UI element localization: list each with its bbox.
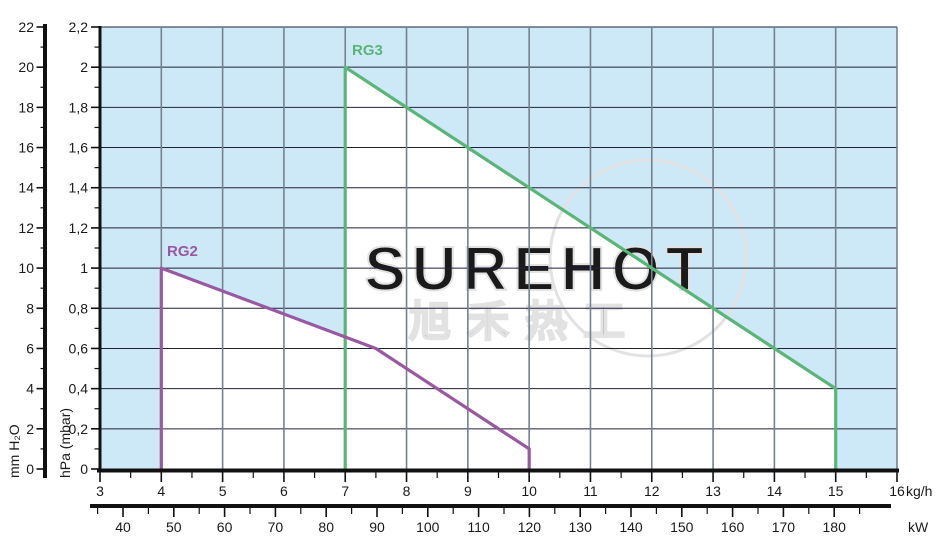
kgh-tick-label: 6 (280, 483, 288, 499)
kgh-tick-label: 10 (521, 483, 537, 499)
y-axis-mm-ticks: 0 2 4 6 8 10 12 14 16 18 20 22 (18, 19, 44, 477)
mm-tick-label: 20 (18, 59, 34, 75)
mm-tick-label: 4 (26, 381, 34, 397)
kgh-tick-label: 9 (464, 483, 472, 499)
y-axis-hpa-ticks: 0 0,2 0,4 0,6 0,8 1 1,2 1,4 1,6 1,8 2 2,2 (69, 19, 99, 477)
hpa-tick-label: 1,2 (69, 220, 89, 236)
axes (43, 24, 899, 508)
watermark-circle (548, 158, 748, 358)
kgh-tick-label: 3 (96, 483, 104, 499)
kgh-tick-label: 7 (341, 483, 349, 499)
mm-tick-label: 14 (18, 180, 34, 196)
mm-tick-label: 8 (26, 300, 34, 316)
kw-tick-label: 90 (369, 519, 385, 535)
mm-tick-label: 10 (18, 260, 34, 276)
kw-tick-label: 80 (318, 519, 334, 535)
kgh-tick-label: 15 (828, 483, 844, 499)
mm-tick-label: 2 (26, 421, 34, 437)
kgh-tick-label: 16 (889, 483, 905, 499)
hpa-tick-label: 0,8 (69, 300, 89, 316)
mm-tick-label: 0 (26, 461, 34, 477)
hpa-tick-label: 0,2 (69, 421, 89, 437)
kw-tick-label: 100 (416, 519, 440, 535)
watermark-brand-text: SUREHOT (364, 235, 709, 304)
hpa-tick-label: 1,4 (69, 180, 89, 196)
hpa-tick-label: 1,6 (69, 140, 89, 156)
kw-tick-label: 50 (166, 519, 182, 535)
kgh-tick-label: 4 (157, 483, 165, 499)
hpa-tick-label: 1,8 (69, 99, 89, 115)
hpa-tick-label: 2,2 (69, 19, 89, 35)
kw-tick-label: 40 (115, 519, 131, 535)
watermark-cn-text: 旭禾热工 (409, 298, 641, 345)
kw-tick-label: 180 (823, 519, 847, 535)
mm-tick-label: 22 (18, 19, 34, 35)
hpa-tick-label: 0,4 (69, 381, 89, 397)
mm-tick-label: 16 (18, 140, 34, 156)
kw-tick-label: 120 (518, 519, 542, 535)
hpa-tick-label: 0 (80, 461, 88, 477)
kw-tick-label: 70 (268, 519, 284, 535)
h-gridlines (100, 26, 897, 430)
kw-tick-label: 170 (772, 519, 796, 535)
x-axis-kw-ticks: 40 50 60 70 80 90 100 110 120 130 140 150 160 170 180 (96, 508, 861, 535)
kgh-tick-label: 5 (219, 483, 227, 499)
x-axis-kgh-ticks: 3 4 5 6 7 8 9 10 11 12 13 14 15 16 (96, 472, 905, 499)
kw-tick-label: 110 (467, 519, 490, 535)
hpa-tick-label: 2 (80, 59, 88, 75)
kgh-tick-label: 12 (644, 483, 660, 499)
mm-tick-label: 18 (18, 99, 34, 115)
curves (159, 65, 838, 469)
kgh-tick-label: 11 (583, 483, 598, 499)
kw-tick-label: 130 (569, 519, 593, 535)
kgh-tick-label: 13 (705, 483, 721, 499)
kgh-tick-label: 14 (767, 483, 783, 499)
kw-tick-label: 160 (721, 519, 745, 535)
mm-tick-label: 6 (26, 340, 34, 356)
kw-tick-label: 60 (217, 519, 233, 535)
hpa-tick-label: 1 (80, 260, 88, 276)
kw-tick-label: 140 (619, 519, 643, 535)
mm-tick-label: 12 (18, 220, 34, 236)
curve-rg3 (343, 65, 838, 469)
kw-tick-label: 150 (670, 519, 694, 535)
curve-rg2 (159, 266, 531, 469)
hpa-tick-label: 0,6 (69, 340, 89, 356)
kgh-tick-label: 8 (403, 483, 411, 499)
